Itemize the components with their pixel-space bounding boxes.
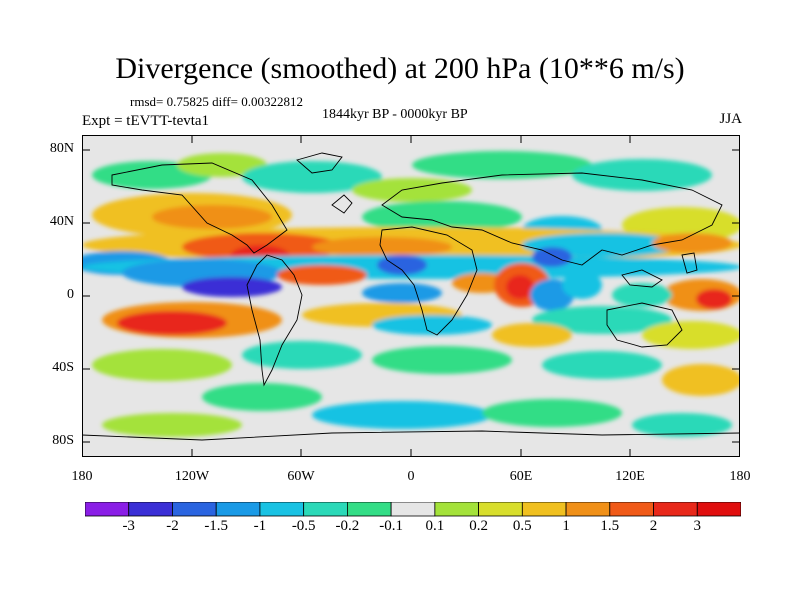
colorbar-label: 2 xyxy=(649,518,658,534)
coastlines xyxy=(82,152,740,441)
colorbar-label: -0.5 xyxy=(291,518,316,534)
colorbar-box xyxy=(478,502,523,517)
lon-tick-180w: 180 xyxy=(71,469,93,484)
lon-tick-0: 0 xyxy=(407,469,415,484)
colorbar-box xyxy=(215,502,261,517)
time-period-label: 1844kyr BP - 0000kyr BP xyxy=(322,107,468,122)
lon-tick-120w: 120W xyxy=(174,469,210,484)
axis-ticks xyxy=(82,135,740,457)
colorbar-box xyxy=(434,502,479,517)
colorbar-box xyxy=(259,502,305,517)
colorbar-box xyxy=(172,502,217,517)
lat-tick-80s: 80S xyxy=(52,433,74,448)
colorbar-box xyxy=(653,502,698,517)
divergence-map xyxy=(82,135,740,457)
experiment-label: Expt = tEVTT-tevta1 xyxy=(82,113,210,129)
lon-tick-180e: 180 xyxy=(729,469,751,484)
lat-tick-0: 0 xyxy=(67,287,74,302)
lon-tick-60w: 60W xyxy=(287,469,315,484)
lon-tick-60e: 60E xyxy=(509,469,533,484)
colorbar xyxy=(85,502,741,517)
colorbar-box xyxy=(390,502,436,517)
rmsd-diff-stats: rmsd= 0.75825 diff= 0.00322812 xyxy=(130,94,303,109)
lat-tick-40n: 40N xyxy=(49,214,74,229)
colorbar-label: 1.5 xyxy=(600,518,620,534)
colorbar-label: 0.2 xyxy=(469,518,488,534)
colorbar-box xyxy=(609,502,654,517)
colorbar-label: -1 xyxy=(253,518,267,534)
colorbar-label: -1.5 xyxy=(204,518,229,534)
colorbar-box xyxy=(521,502,567,517)
colorbar-label: 0.5 xyxy=(512,518,532,534)
colorbar-box xyxy=(128,502,173,517)
colorbar-label: -0.2 xyxy=(335,518,360,534)
colorbar-box xyxy=(303,502,348,517)
lat-tick-80n: 80N xyxy=(49,141,74,156)
lon-tick-120e: 120E xyxy=(615,469,645,484)
colorbar-box xyxy=(346,502,392,517)
colorbar-label: -3 xyxy=(122,518,135,534)
colorbar-box xyxy=(85,502,130,517)
colorbar-label: -2 xyxy=(166,518,179,534)
colorbar-box xyxy=(565,502,611,517)
divergence-field xyxy=(82,135,740,457)
colorbar-label: 3 xyxy=(693,518,702,534)
map-title: Divergence (smoothed) at 200 hPa (10**6 … xyxy=(115,52,685,85)
colorbar-label: 0.1 xyxy=(425,518,445,534)
colorbar-label: 1 xyxy=(562,518,570,534)
colorbar-label: -0.1 xyxy=(379,518,403,534)
season-label: JJA xyxy=(719,111,742,127)
lat-tick-40s: 40S xyxy=(52,360,74,375)
colorbar-box xyxy=(696,502,741,517)
